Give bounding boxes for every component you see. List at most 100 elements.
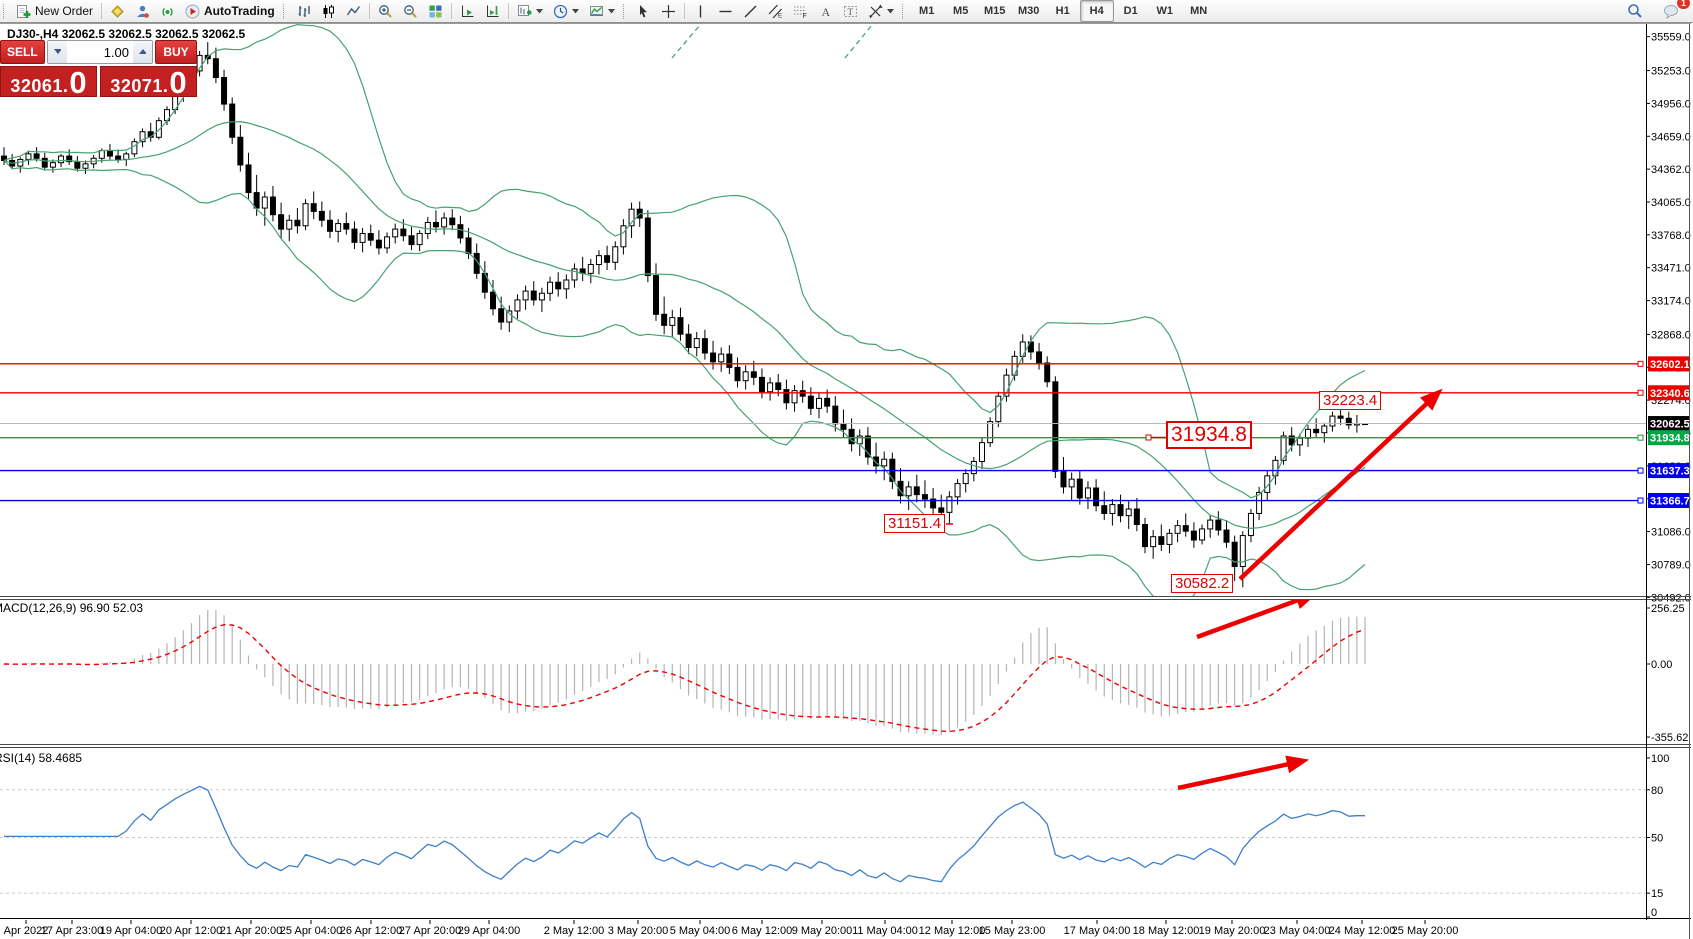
timeframe-button-w1[interactable]: W1: [1156, 5, 1173, 17]
candle-body: [1068, 478, 1075, 488]
candle-body: [432, 221, 439, 228]
profiles-dropdown[interactable]: [548, 0, 584, 22]
candle-body: [710, 352, 717, 363]
line-chart-button[interactable]: [341, 0, 366, 22]
timeframe-button-h1[interactable]: H1: [1055, 5, 1070, 17]
timeframe-button-m30[interactable]: M30: [1017, 5, 1040, 17]
vertical-line-tool[interactable]: [688, 0, 713, 22]
zoom-out-button[interactable]: [398, 0, 423, 22]
template-icon: [589, 4, 604, 19]
trend-arrow[interactable]: [1238, 388, 1443, 581]
time-axis-label: 17 Apr 23:00: [41, 925, 103, 937]
candle-body: [653, 275, 659, 315]
candle-body: [25, 153, 32, 160]
buy-price-display[interactable]: 32071. 0: [100, 66, 197, 98]
price-axis-chip: [1648, 493, 1690, 509]
candle-body: [367, 233, 374, 241]
candle-body: [74, 161, 81, 169]
chart-canvas[interactable]: 35559.0 35253.0 34956.0 34659.0 34362.0 34065…: [0, 23, 1691, 939]
vertical-line-icon: [693, 4, 708, 19]
channel-tool[interactable]: E: [763, 0, 788, 22]
candle-body: [1036, 351, 1043, 364]
bar-chart-button[interactable]: [291, 0, 316, 22]
line-handle-square[interactable]: [1637, 497, 1644, 504]
candle-body: [115, 155, 122, 160]
community-button[interactable]: [130, 0, 155, 22]
trendline-object[interactable]: [671, 24, 701, 59]
macd-axis-label: -355.62: [1651, 732, 1688, 744]
buy-price-main: 32071.: [110, 76, 169, 96]
candle-body: [1199, 528, 1206, 541]
toolbar-grip[interactable]: [3, 3, 7, 19]
search-button[interactable]: [1622, 0, 1648, 22]
candle-body: [343, 223, 350, 230]
price-annotation-label[interactable]: 30582.2: [1171, 574, 1234, 594]
price-axis-chip: [1648, 430, 1690, 446]
time-axis-label: 29 Apr 04:00: [458, 925, 520, 937]
price-axis-chip-label: 31637.3: [1650, 466, 1690, 478]
autotrading-button[interactable]: AutoTrading: [180, 0, 280, 22]
candle-body: [457, 224, 464, 239]
timeframe-button-m1[interactable]: M1: [919, 5, 935, 17]
candle-body: [1215, 519, 1222, 531]
macd-label: MACD(12,26,9) 96.90 52.03: [0, 601, 143, 615]
trendline-object[interactable]: [844, 24, 873, 59]
line-handle-square[interactable]: [1637, 389, 1644, 396]
text-label-tool[interactable]: T: [838, 0, 863, 22]
sell-price-display[interactable]: 32061. 0: [0, 66, 97, 98]
candle-body: [58, 155, 65, 164]
trendline-tool[interactable]: [738, 0, 763, 22]
price-annotation-label[interactable]: 31934.8: [1166, 421, 1252, 450]
candle-body: [375, 239, 382, 249]
line-handle-square[interactable]: [1637, 360, 1644, 367]
timeframe-button-m15[interactable]: M15: [983, 5, 1006, 17]
text-tool[interactable]: A: [813, 0, 838, 22]
line-handle-square[interactable]: [1637, 434, 1644, 441]
sell-button[interactable]: SELL: [0, 40, 45, 64]
tile-windows-button[interactable]: [423, 0, 448, 22]
horizontal-line-tool[interactable]: [713, 0, 738, 22]
cursor-tool-button[interactable]: [631, 0, 656, 22]
candlestick-button[interactable]: [316, 0, 341, 22]
price-tick-label: 35253.0: [1651, 66, 1691, 78]
price-annotation-label[interactable]: 31151.4: [884, 514, 946, 534]
timeframe-button-mn[interactable]: MN: [1190, 5, 1208, 17]
timeframe-button-d1[interactable]: D1: [1123, 5, 1138, 17]
buy-button[interactable]: BUY: [155, 40, 197, 64]
auto-scroll-button[interactable]: [455, 0, 480, 22]
timeframe-button-m5[interactable]: M5: [953, 5, 969, 17]
candle-body: [1150, 536, 1157, 548]
new-order-button[interactable]: New Order: [11, 0, 98, 22]
price-axis[interactable]: 35559.0 35253.0 34956.0 34659.0 34362.0 34065…: [1646, 32, 1691, 919]
rsi-axis-label: 0: [1651, 907, 1657, 919]
candle-body: [1329, 415, 1336, 427]
crosshair-tool-button[interactable]: [656, 0, 681, 22]
time-axis-label: 9 May 20:00: [792, 925, 853, 937]
zoom-in-button[interactable]: [373, 0, 398, 22]
volume-input[interactable]: [66, 41, 133, 63]
candle-body: [742, 371, 749, 382]
candle-body: [1133, 508, 1140, 526]
candle-body: [294, 219, 301, 227]
candle-body: [1158, 536, 1165, 545]
signals-button[interactable]: [155, 0, 180, 22]
candle-body: [449, 217, 456, 226]
price-annotation-label[interactable]: 32223.4: [1319, 391, 1382, 411]
chart-shift-button[interactable]: [480, 0, 505, 22]
trend-arrow[interactable]: [1177, 755, 1310, 791]
candle-body: [848, 428, 855, 445]
fibonacci-tool[interactable]: F: [788, 0, 813, 22]
metaeditor-button[interactable]: [105, 0, 130, 22]
arrows-dropdown[interactable]: [863, 0, 899, 22]
volume-increase-button[interactable]: [133, 41, 152, 63]
bar-chart-icon: [296, 4, 311, 19]
templates-dropdown[interactable]: [584, 0, 620, 22]
trend-arrow[interactable]: [1196, 595, 1318, 640]
new-chart-dropdown[interactable]: [512, 0, 548, 22]
volume-decrease-button[interactable]: [47, 41, 67, 63]
timeframe-button-h4[interactable]: H4: [1079, 0, 1114, 22]
notifications-button[interactable]: 1: [1658, 0, 1691, 22]
line-handle-square[interactable]: [1637, 467, 1644, 474]
candle-body: [1337, 415, 1344, 419]
